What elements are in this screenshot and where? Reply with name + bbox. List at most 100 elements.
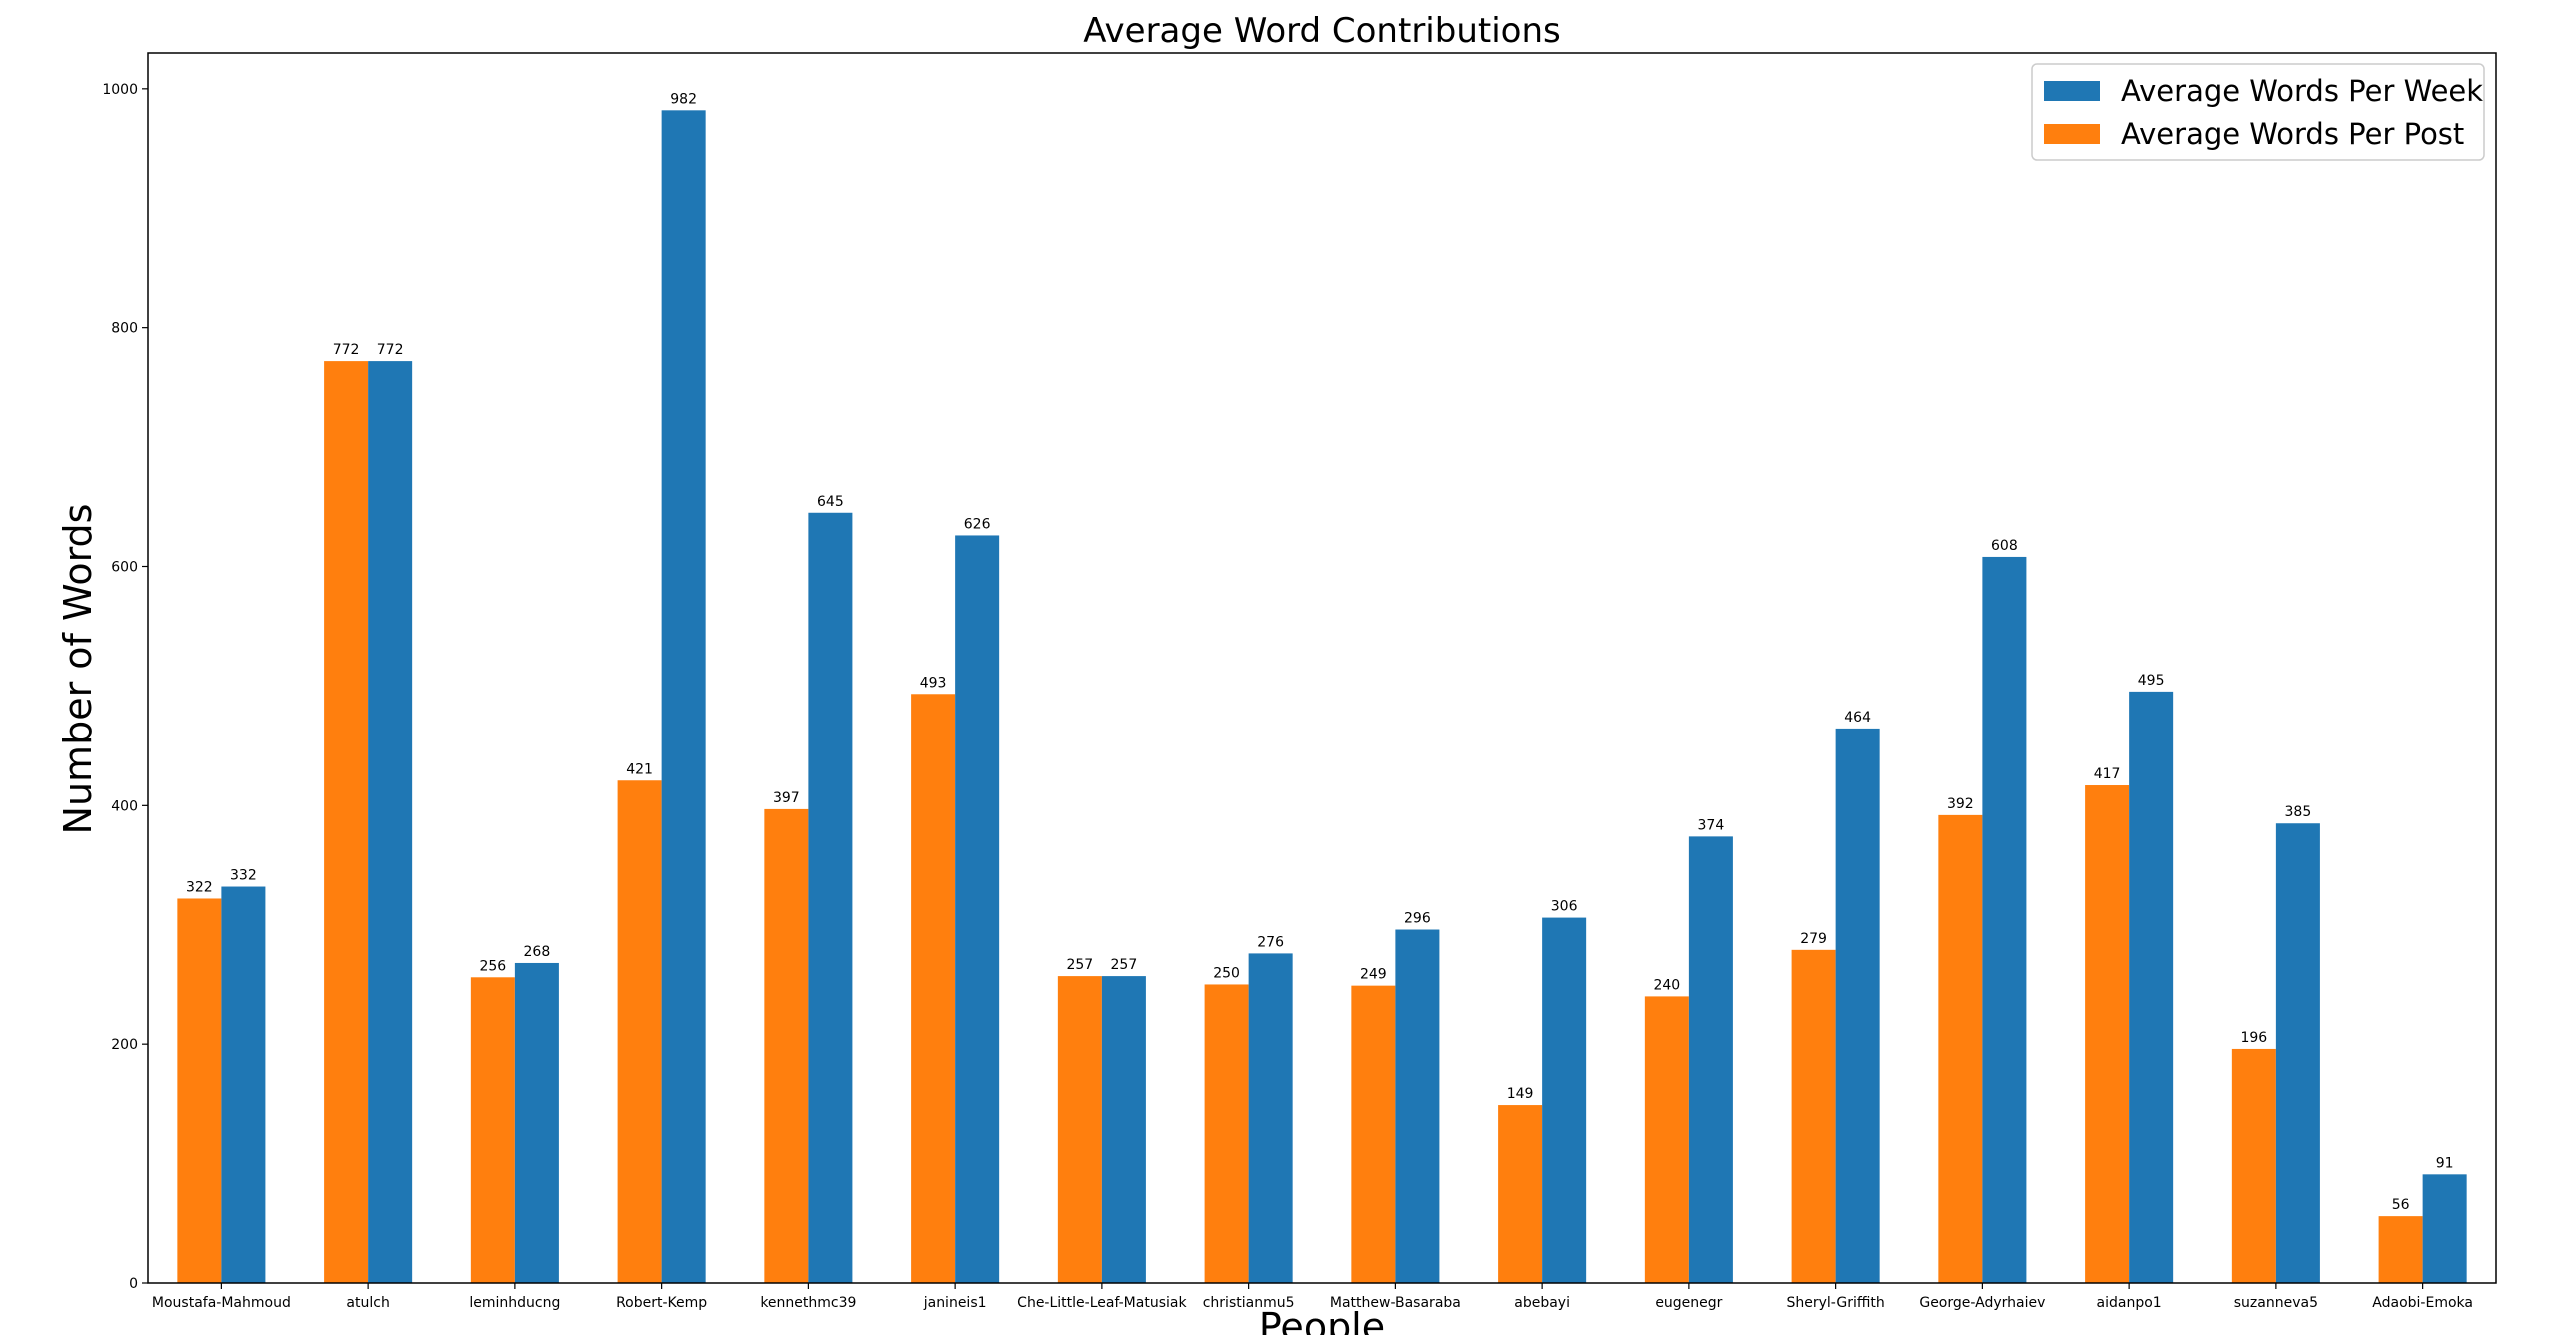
data-label: 56 <box>2392 1197 2410 1213</box>
data-label: 279 <box>1800 931 1827 947</box>
data-label: 322 <box>186 879 213 895</box>
x-axis-ticks: Moustafa-Mahmoud atulch leminhducng Robert-… <box>152 1283 2473 1311</box>
legend-swatch <box>2044 81 2100 101</box>
data-label: 306 <box>1551 899 1578 915</box>
bar <box>1101 976 1146 1283</box>
bar <box>221 886 266 1283</box>
bar <box>1542 917 1587 1283</box>
y-axis-ticks: 0 200 400 600 800 1000 <box>102 82 148 1292</box>
bar <box>1982 556 2027 1283</box>
data-label: 268 <box>524 944 551 960</box>
x-tick-label: Adaobi-Emoka <box>2372 1295 2473 1311</box>
data-label: 493 <box>920 675 947 691</box>
bar <box>2422 1174 2467 1283</box>
x-tick-label: George-Adyrhaiev <box>1919 1295 2045 1311</box>
data-label: 257 <box>1066 957 1093 973</box>
bar <box>1204 984 1249 1283</box>
bar <box>617 780 662 1283</box>
x-tick-label: aidanpo1 <box>2097 1295 2162 1311</box>
x-tick-label: janineis1 <box>923 1295 987 1311</box>
data-label: 296 <box>1404 911 1431 927</box>
data-label: 249 <box>1360 967 1387 983</box>
data-label: 257 <box>1111 957 1138 973</box>
y-tick-label: 400 <box>111 798 138 814</box>
data-label: 91 <box>2436 1155 2454 1171</box>
bar <box>911 694 956 1283</box>
bar <box>177 898 222 1283</box>
bar <box>1351 985 1396 1283</box>
bar <box>661 110 706 1284</box>
data-labels-layer: 322 332 772 772 256 268 421 982 397 645 493 626 257 2… <box>186 91 2454 1213</box>
bar <box>1938 814 1983 1283</box>
y-tick-label: 0 <box>129 1276 138 1292</box>
data-label: 392 <box>1947 796 1974 812</box>
bar <box>955 535 1000 1283</box>
x-tick-label: leminhducng <box>469 1295 560 1311</box>
x-tick-label: Moustafa-Mahmoud <box>152 1295 291 1311</box>
data-label: 772 <box>333 342 360 358</box>
data-label: 256 <box>479 958 506 974</box>
x-tick-label: abebayi <box>1514 1295 1570 1311</box>
data-label: 417 <box>2094 766 2121 782</box>
data-label: 250 <box>1213 965 1240 981</box>
bar <box>324 361 369 1284</box>
bar <box>1688 836 1733 1283</box>
y-axis-label: Number of Words <box>56 504 100 835</box>
bar <box>368 361 413 1284</box>
bar <box>808 512 853 1283</box>
data-label: 495 <box>2138 673 2165 689</box>
bar <box>514 962 559 1283</box>
bar <box>1644 996 1689 1283</box>
bar <box>470 977 515 1283</box>
legend-label: Average Words Per Week <box>2121 74 2483 108</box>
x-tick-label: Robert-Kemp <box>616 1295 707 1311</box>
legend-swatch <box>2044 124 2100 144</box>
data-label: 276 <box>1257 934 1284 950</box>
data-label: 332 <box>230 868 257 884</box>
data-label: 196 <box>2240 1030 2267 1046</box>
x-tick-label: kennethmc39 <box>760 1295 856 1311</box>
bar <box>2378 1216 2423 1283</box>
bar <box>1057 976 1102 1283</box>
legend-label: Average Words Per Post <box>2121 117 2464 151</box>
x-tick-label: Sheryl-Griffith <box>1786 1295 1884 1311</box>
bar <box>2085 785 2130 1283</box>
bars-layer <box>177 110 2467 1284</box>
bar <box>2275 823 2320 1283</box>
data-label: 421 <box>626 761 653 777</box>
bar <box>1395 929 1440 1283</box>
y-tick-label: 600 <box>111 560 138 576</box>
bar <box>1835 728 1880 1283</box>
y-tick-label: 1000 <box>102 82 138 98</box>
data-label: 645 <box>817 494 844 510</box>
x-tick-label: atulch <box>346 1295 389 1311</box>
x-tick-label: suzanneva5 <box>2234 1295 2318 1311</box>
bar <box>764 808 809 1283</box>
data-label: 608 <box>1991 538 2018 554</box>
data-label: 149 <box>1507 1086 1534 1102</box>
bar <box>1791 949 1836 1283</box>
data-label: 397 <box>773 790 800 806</box>
plot-frame <box>147 52 2497 1284</box>
data-label: 385 <box>2285 804 2312 820</box>
data-label: 772 <box>377 342 404 358</box>
x-tick-label: Matthew-Basaraba <box>1330 1295 1461 1311</box>
data-label: 626 <box>964 516 991 532</box>
x-tick-label: eugenegr <box>1655 1295 1722 1311</box>
x-tick-label: Che-Little-Leaf-Matusiak <box>1017 1295 1187 1311</box>
x-axis-label: People <box>1259 1305 1385 1335</box>
chart-title: Average Word Contributions <box>1083 11 1560 51</box>
data-label: 464 <box>1844 710 1871 726</box>
y-tick-label: 200 <box>111 1037 138 1053</box>
bar <box>1248 953 1293 1283</box>
bar <box>2129 691 2174 1283</box>
x-tick-label: christianmu5 <box>1203 1295 1295 1311</box>
legend: Average Words Per Week Average Words Per … <box>2031 63 2485 161</box>
data-label: 240 <box>1653 977 1680 993</box>
bar <box>1498 1105 1543 1283</box>
data-label: 374 <box>1698 817 1725 833</box>
y-tick-label: 800 <box>111 321 138 337</box>
bar <box>2231 1048 2276 1283</box>
data-label: 982 <box>670 91 697 107</box>
legend-box <box>2031 63 2485 161</box>
